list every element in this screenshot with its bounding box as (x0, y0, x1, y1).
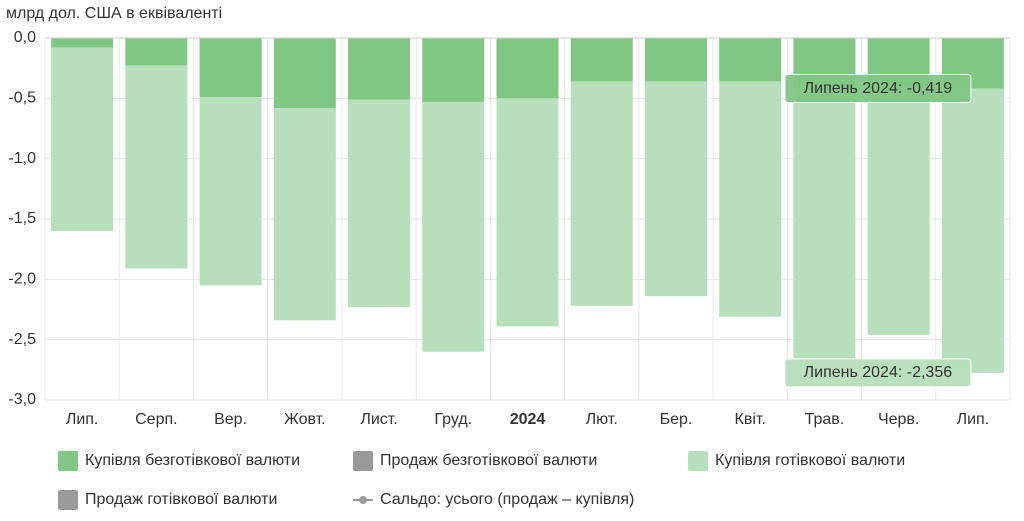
legend-label: Продаж готівкової валюти (85, 491, 277, 508)
bar-segment (199, 97, 262, 286)
bar-segment (125, 65, 188, 269)
bar-segment (941, 88, 1004, 373)
legend-marker (359, 496, 367, 504)
x-tick-label: Жовт. (284, 411, 326, 428)
legend-label: Купівля безготівкової валюти (85, 452, 300, 469)
bar-segment (644, 38, 707, 82)
x-tick-label: Вер. (214, 411, 247, 428)
bar-segment (199, 38, 262, 98)
y-tick-label: -1,0 (8, 150, 36, 167)
x-tick-label: Бер. (660, 411, 693, 428)
bar-segment (348, 99, 411, 308)
bar-segment (570, 38, 633, 82)
tooltip: Липень 2024: -0,419 (784, 74, 972, 104)
y-tick-label: -0,5 (8, 90, 36, 107)
bar-segment (719, 81, 782, 317)
legend-item[interactable]: Сальдо: усього (продаж – купівля) (353, 491, 634, 508)
bar-segment (496, 38, 559, 99)
legend-marker (58, 451, 78, 471)
legend-label: Сальдо: усього (продаж – купівля) (380, 491, 634, 508)
x-tick-label: Лип. (66, 411, 99, 428)
legend-item[interactable]: Продаж готівкової валюти (58, 490, 277, 510)
legend-marker (353, 451, 373, 471)
y-tick-label: 0,0 (14, 29, 36, 46)
bar-segment (125, 38, 188, 66)
tooltip-text: Липень 2024: -0,419 (804, 80, 953, 97)
x-tick-label: Лют. (586, 411, 618, 428)
tooltip-box (784, 74, 972, 104)
x-tick-label: Груд. (434, 411, 472, 428)
x-tick-label: Черв. (878, 411, 919, 428)
tooltip: Липень 2024: -2,356 (784, 358, 972, 388)
x-tick-label: Квіт. (735, 411, 766, 428)
y-tick-label: -3,0 (8, 391, 36, 408)
bar-segment (348, 38, 411, 100)
x-tick-label: Лист. (360, 411, 397, 428)
bar-segment (644, 81, 707, 297)
bar-segment (867, 86, 930, 335)
bar-segment (273, 38, 336, 108)
bar-segment (273, 107, 336, 321)
bar-segment (51, 38, 114, 48)
legend-marker (688, 451, 708, 471)
legend-label: Продаж безготівкової валюти (380, 452, 597, 469)
x-tick-label: 2024 (510, 411, 546, 428)
legend-item[interactable]: Купівля готівкової валюти (688, 451, 905, 471)
tooltip-box (784, 358, 972, 388)
bar-segment (51, 47, 114, 232)
legend-item[interactable]: Купівля безготівкової валюти (58, 451, 300, 471)
bar-segment (422, 38, 485, 102)
y-tick-label: -1,5 (8, 210, 36, 227)
bar-segment (496, 98, 559, 327)
y-tick-label: -2,0 (8, 271, 36, 288)
legend-item[interactable]: Продаж безготівкової валюти (353, 451, 597, 471)
axis-title: млрд дол. США в еквіваленті (6, 5, 222, 22)
bars (51, 38, 1004, 373)
legend-label: Купівля готівкової валюти (715, 452, 905, 469)
x-tick-label: Серп. (135, 411, 177, 428)
tooltip-text: Липень 2024: -2,356 (804, 364, 953, 381)
x-tick-label: Трав. (805, 411, 845, 428)
y-tick-label: -2,5 (8, 331, 36, 348)
legend-marker (58, 490, 78, 510)
bar-segment (570, 81, 633, 306)
bar-segment (793, 86, 856, 361)
x-tick-label: Лип. (957, 411, 990, 428)
bar-segment (719, 38, 782, 82)
bar-segment (422, 101, 485, 352)
